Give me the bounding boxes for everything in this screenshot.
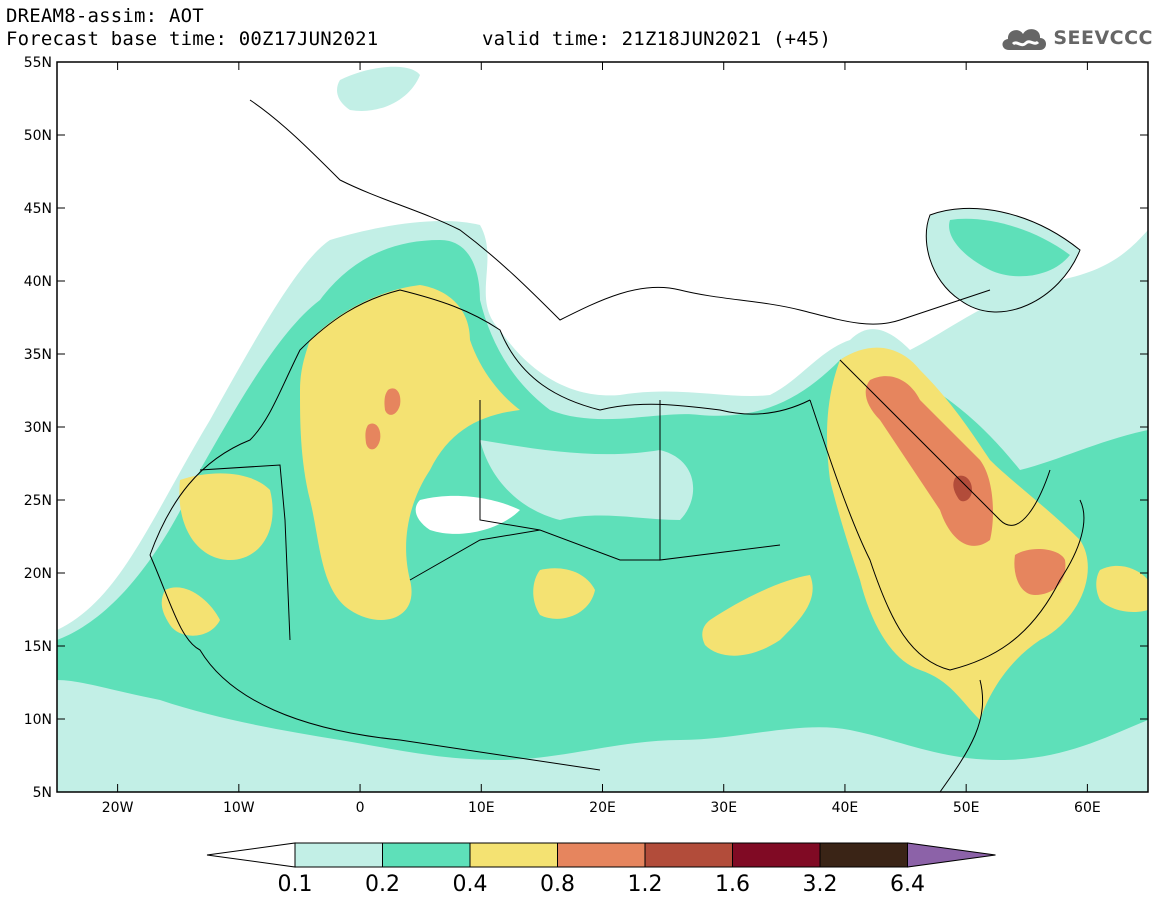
colorbar-label: 0.2	[365, 872, 400, 897]
lat-tick-label: 20N	[24, 566, 52, 582]
aot-field-mid-caspian	[949, 218, 1070, 277]
aot-field-high-senegal	[161, 587, 220, 636]
lon-tick-label: 30E	[710, 800, 737, 816]
coastlines	[149, 99, 1085, 792]
aot-field-veryhigh-iraq	[865, 376, 993, 546]
colorbar-label: 6.4	[890, 872, 925, 897]
aot-field-extreme	[953, 475, 972, 502]
aot-field-veryhigh-oman	[1014, 548, 1066, 595]
lat-tick-label: 15N	[24, 639, 52, 655]
colorbar-box	[382, 842, 471, 868]
aot-field-high-chad	[533, 568, 595, 619]
lat-tick-label: 5N	[33, 785, 52, 801]
forecast-base-time: Forecast base time: 00Z17JUN2021	[6, 28, 379, 50]
lat-tick-label: 30N	[24, 420, 52, 436]
lon-tick-label: 10W	[223, 800, 255, 816]
lat-tick-label: 25N	[24, 493, 52, 509]
logo-text: SEEVCCC	[1053, 27, 1153, 49]
colorbar-box	[644, 842, 733, 868]
lat-tick-label: 50N	[24, 128, 52, 144]
aot-field-high-mauritania	[179, 473, 273, 560]
aot-contours	[57, 66, 1148, 792]
aot-field-high-sudan	[702, 575, 813, 656]
colorbar-label: 0.1	[278, 872, 313, 897]
colorbar-label: 0.4	[453, 872, 488, 897]
colorbar: 0.1 0.2 0.4 0.8 1.2 1.6 3.2 6.4	[206, 842, 996, 897]
valid-time: valid time: 21Z18JUN2021 (+45)	[482, 28, 832, 50]
colorbar-under-arrow	[206, 842, 296, 868]
lon-tick-label: 0	[356, 800, 365, 816]
colorbar-box	[732, 842, 821, 868]
aot-field-veryhigh-algeria1	[384, 388, 401, 415]
seevccc-logo: SEEVCCC	[999, 22, 1153, 54]
map-title: DREAM8-assim: AOT	[6, 5, 204, 27]
aot-field-high-oman	[1096, 565, 1148, 612]
aot-field-low-uk	[337, 66, 420, 111]
colorbar-box	[294, 842, 383, 868]
colorbar-label: 1.2	[628, 872, 663, 897]
colorbar-box	[819, 842, 908, 868]
colorbar-over-arrow	[907, 842, 996, 868]
lon-tick-label: 50E	[953, 800, 980, 816]
colorbar-label: 3.2	[803, 872, 838, 897]
aot-field-veryhigh-algeria2	[365, 423, 381, 450]
lat-tick-label: 45N	[24, 201, 52, 217]
cloud-icon	[1002, 29, 1047, 50]
lat-tick-label: 55N	[24, 55, 52, 71]
colorbar-box	[557, 842, 646, 868]
aot-field-high-atlas	[300, 285, 520, 620]
lat-tick-label: 40N	[24, 274, 52, 290]
aot-field-sahara-clear	[415, 495, 520, 534]
lat-tick-label: 35N	[24, 347, 52, 363]
lon-tick-label: 60E	[1074, 800, 1101, 816]
lat-axis: 55N 50N 45N 40N 35N 30N 25N 20N 15N 10N 5N	[24, 55, 1148, 801]
colorbar-label: 0.8	[540, 872, 575, 897]
colorbar-box	[469, 842, 558, 868]
lon-tick-label: 20E	[589, 800, 616, 816]
lon-axis: 20W 10W 0 10E 20E 30E 40E 50E 60E	[102, 62, 1101, 816]
lon-tick-label: 40E	[832, 800, 859, 816]
aot-field-egypt-clear	[480, 440, 694, 520]
lon-tick-label: 20W	[102, 800, 134, 816]
lon-tick-label: 10E	[468, 800, 495, 816]
lat-tick-label: 10N	[24, 712, 52, 728]
colorbar-label: 1.6	[715, 872, 750, 897]
